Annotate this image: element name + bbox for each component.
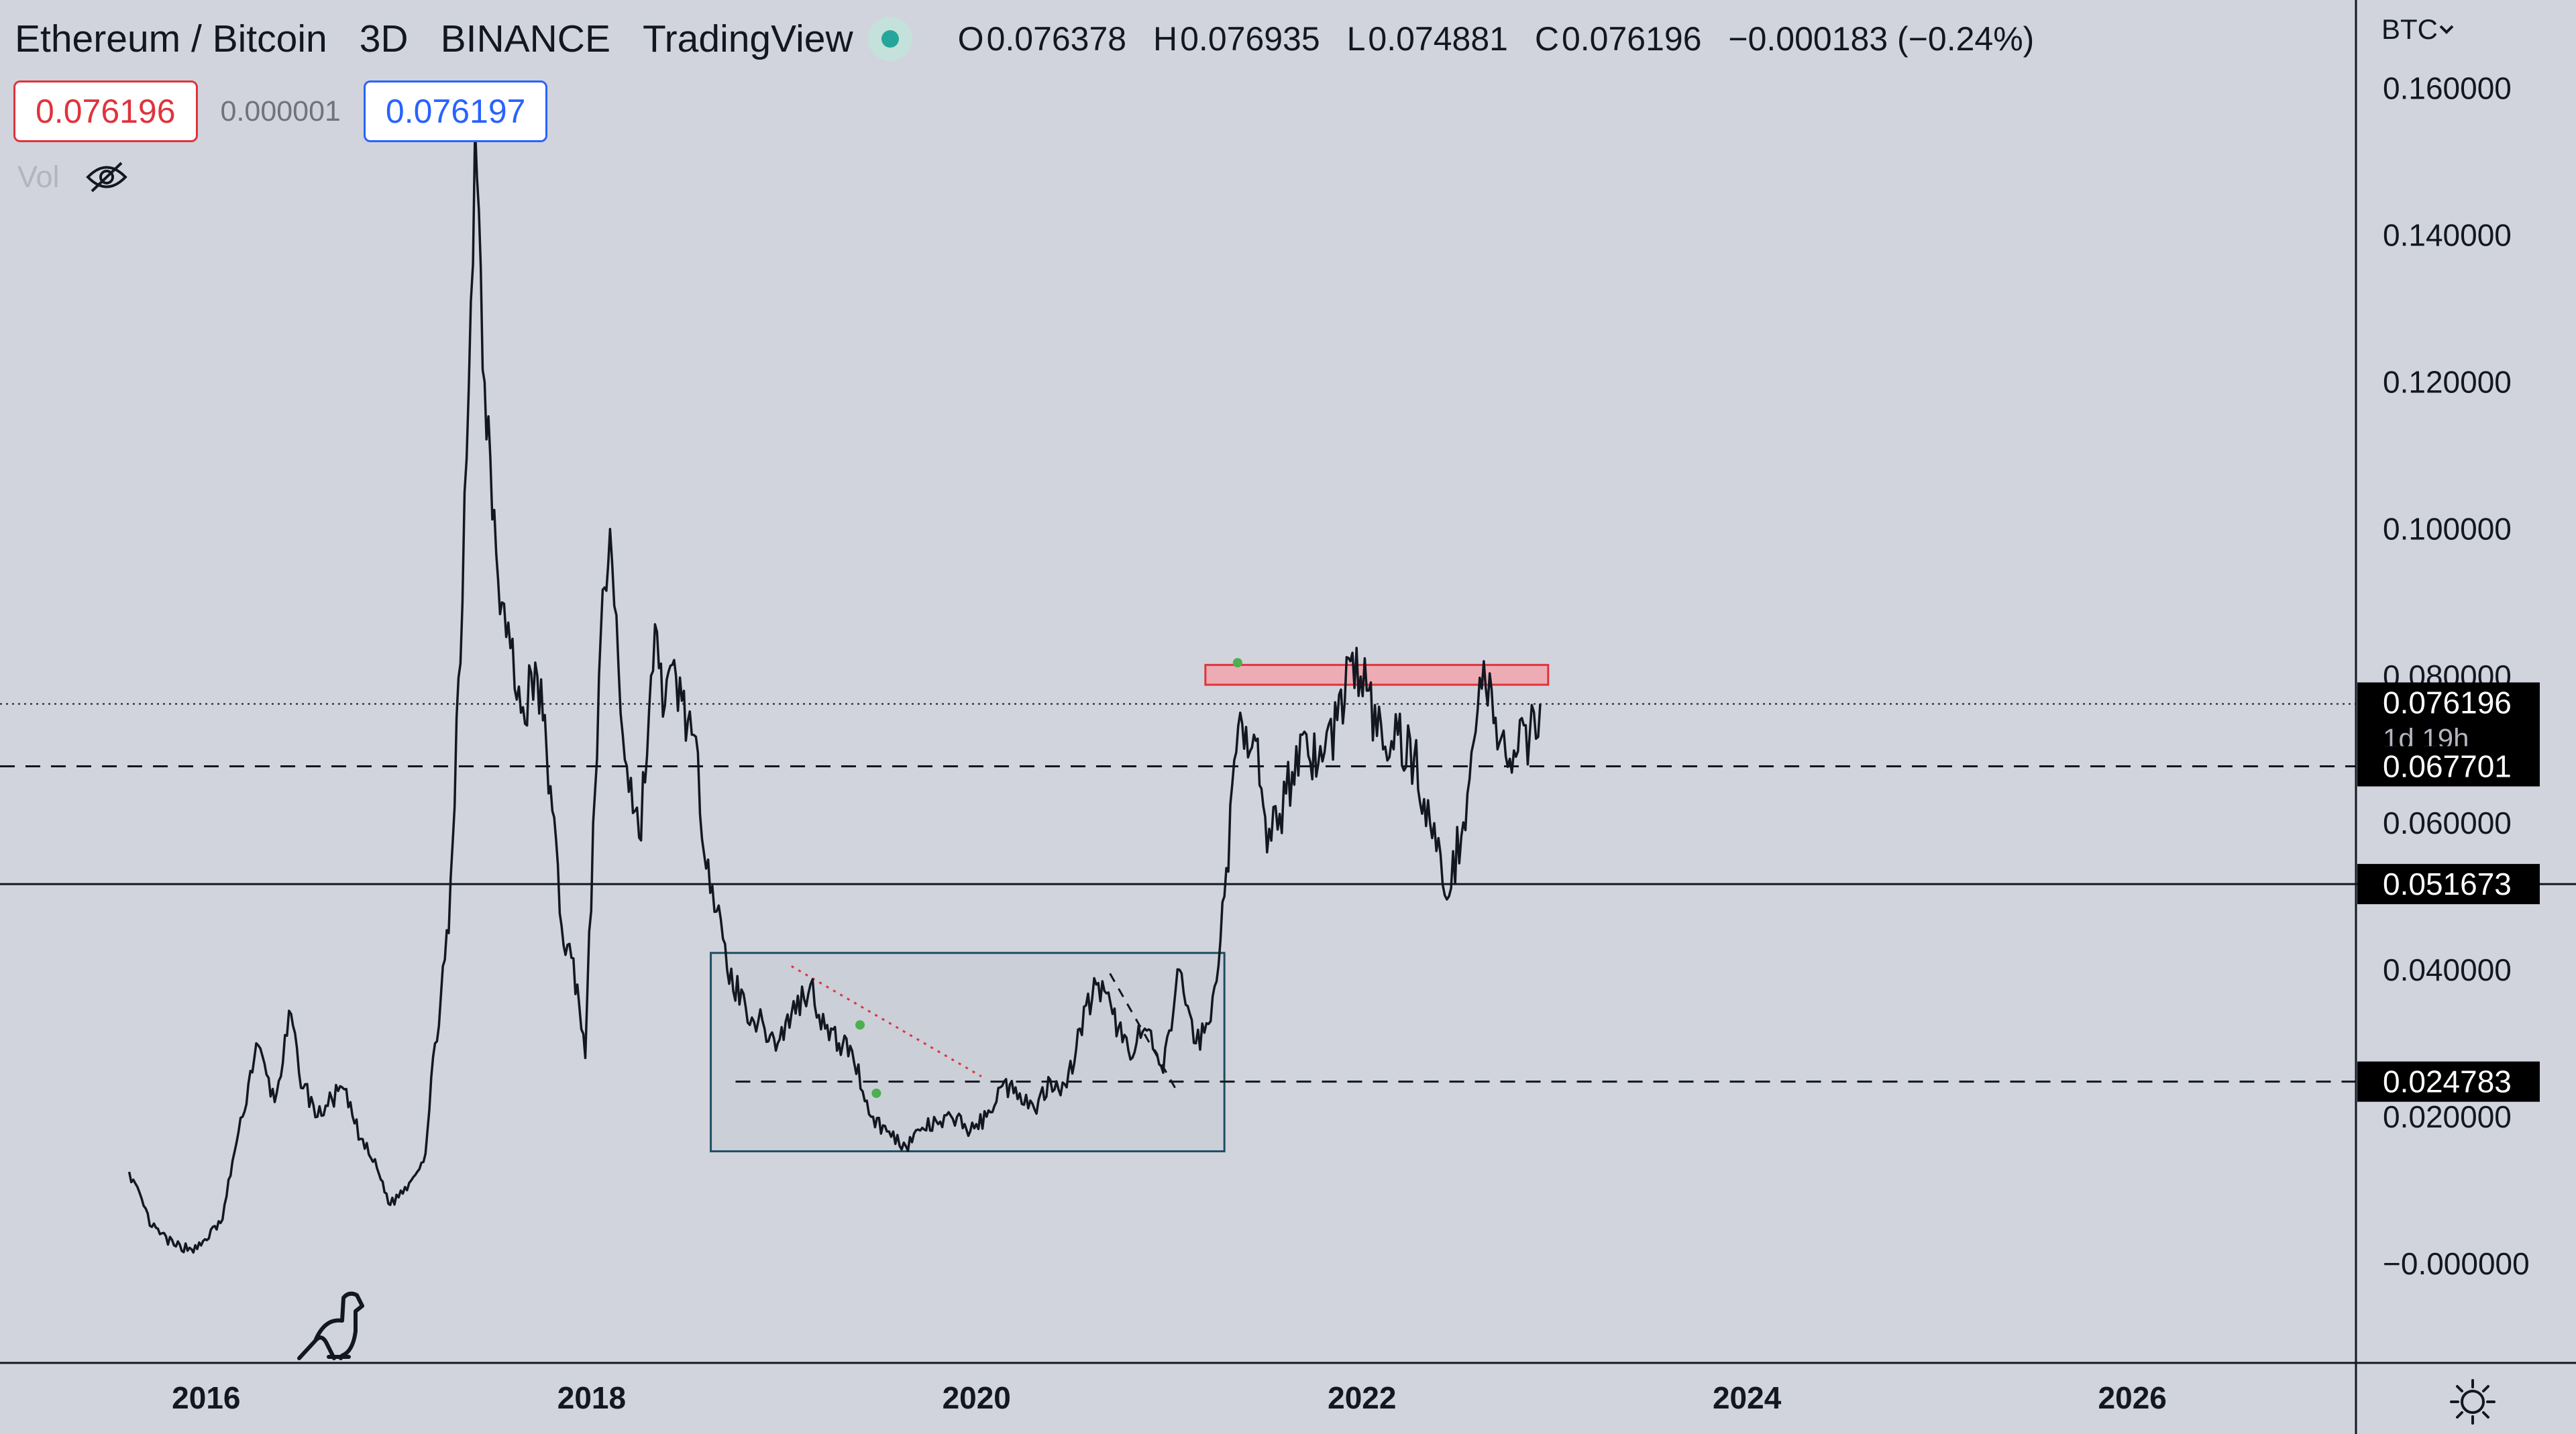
- time-axis-label: 2022: [1328, 1380, 1396, 1415]
- open-key: O: [957, 20, 984, 58]
- volume-legend[interactable]: Vol: [17, 160, 128, 195]
- spread-value: 0.000001: [220, 95, 341, 127]
- breakout-trendline: [1109, 973, 1178, 1092]
- volume-label: Vol: [17, 160, 60, 194]
- currency-label: BTC: [2381, 13, 2438, 45]
- tradingview-logo-icon: [297, 1291, 364, 1360]
- price-axis-label: 0.020000: [2383, 1099, 2512, 1134]
- time-axis-label: 2026: [2098, 1380, 2167, 1415]
- price-axis-label: 0.120000: [2383, 365, 2512, 400]
- price-axis-label: −0.000000: [2383, 1246, 2530, 1281]
- level-low-tag-bg: [2357, 1061, 2540, 1102]
- exchange-label: BINANCE: [440, 17, 610, 60]
- signal-marker: [871, 1088, 881, 1098]
- low-key: L: [1346, 20, 1366, 58]
- close-value: 0.076196: [1561, 20, 1702, 58]
- trade-buttons: 0.076196 0.000001 0.076197: [13, 80, 548, 142]
- current-price-tag-bg: [2357, 682, 2540, 758]
- price-axis-label: 0.140000: [2383, 218, 2512, 253]
- currency-selector[interactable]: BTC: [2381, 13, 2455, 46]
- interval-label[interactable]: 3D: [359, 17, 409, 60]
- price-axis-label: 0.100000: [2383, 512, 2512, 547]
- zones-layer: [710, 663, 1550, 1153]
- sell-price-button[interactable]: 0.076196: [13, 80, 198, 142]
- time-axis[interactable]: 2016 2018 2020 2022 2024 2026: [172, 1380, 2167, 1415]
- symbol-name[interactable]: Ethereum / Bitcoin: [15, 17, 327, 60]
- level-high-tag-bg: [2357, 746, 2540, 787]
- chevron-down-icon: [2439, 25, 2454, 34]
- level-mid-tag-bg: [2357, 864, 2540, 905]
- eye-off-icon[interactable]: [85, 160, 128, 194]
- resistance-zone: [1204, 663, 1550, 686]
- time-axis-label: 2018: [557, 1380, 626, 1415]
- close-key: C: [1534, 20, 1559, 58]
- level-low-tag: 0.024783: [2383, 1064, 2512, 1099]
- time-axis-label: 2020: [943, 1380, 1011, 1415]
- buy-price-button[interactable]: 0.076197: [363, 80, 548, 142]
- market-open-dot-icon: [867, 17, 912, 61]
- price-series-line: [127, 123, 1542, 1254]
- high-key: H: [1153, 20, 1178, 58]
- open-value: 0.076378: [986, 20, 1127, 58]
- level-mid-tag: 0.051673: [2383, 867, 2512, 901]
- low-value: 0.074881: [1368, 20, 1508, 58]
- high-value: 0.076935: [1180, 20, 1320, 58]
- gear-icon[interactable]: [2447, 1376, 2498, 1427]
- price-layer: [127, 123, 1542, 1254]
- ohlc-values: O0.076378 H0.076935 L0.074881 C0.076196 …: [958, 19, 2035, 58]
- levels-layer: [0, 703, 2576, 1083]
- change-value: −0.000183 (−0.24%): [1728, 20, 2035, 58]
- current-price-tag: 0.076196: [2383, 685, 2512, 720]
- signal-marker: [855, 1020, 865, 1030]
- source-label: TradingView: [642, 17, 853, 60]
- signal-marker: [1232, 658, 1242, 668]
- level-high-tag: 0.067701: [2383, 749, 2512, 784]
- time-axis-label: 2024: [1713, 1380, 1782, 1415]
- price-axis-label: 0.160000: [2383, 70, 2512, 105]
- price-axis-label: 0.060000: [2383, 806, 2512, 840]
- price-axis-label: 0.040000: [2383, 952, 2512, 987]
- time-axis-label: 2016: [172, 1380, 240, 1415]
- accumulation-range-box: [710, 952, 1226, 1153]
- symbol-legend[interactable]: Ethereum / Bitcoin 3D BINANCE TradingVie…: [15, 12, 2034, 66]
